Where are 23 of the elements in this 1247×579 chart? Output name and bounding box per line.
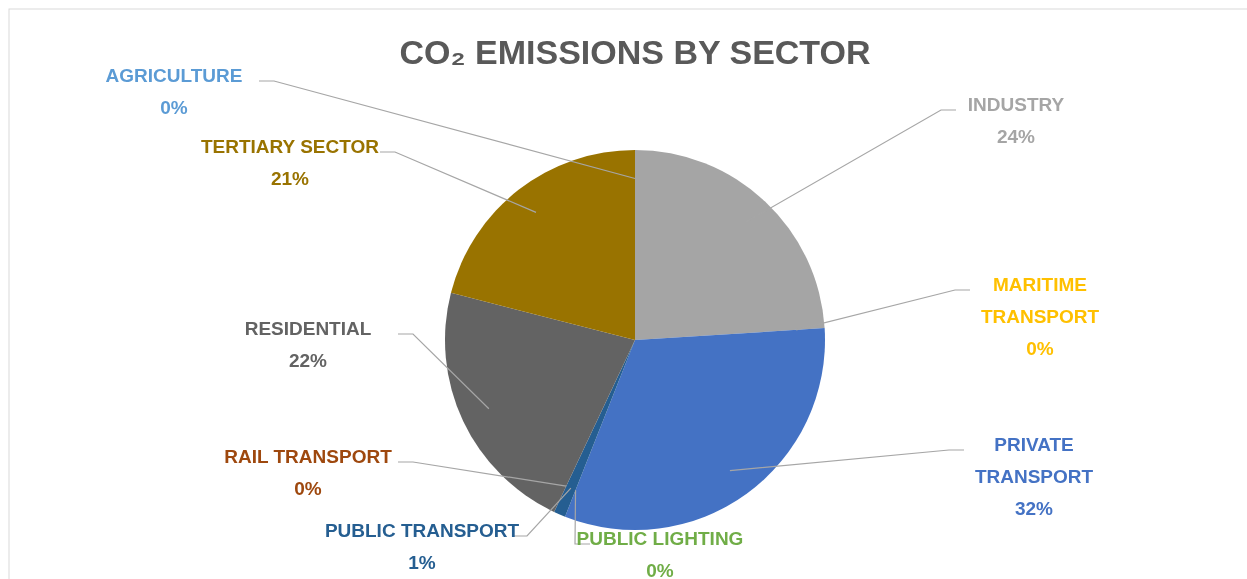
chart-title: CO₂ EMISSIONS BY SECTOR xyxy=(399,33,871,71)
slice-label: INDUSTRY xyxy=(967,93,1065,115)
slice-label: PUBLIC TRANSPORT xyxy=(324,519,520,541)
slice-label: PRIVATE TRANSPORT xyxy=(974,433,1094,487)
text: 0% xyxy=(294,477,322,499)
category-label: MARITIME TRANSPORT xyxy=(980,273,1100,327)
pie-slice xyxy=(450,150,635,340)
data-label: 21% xyxy=(270,167,310,189)
pie-slice xyxy=(554,340,635,517)
category-label: PUBLIC LIGHTING xyxy=(576,527,744,549)
data-label: 22% xyxy=(288,349,328,371)
pie-slice xyxy=(445,292,635,512)
category-label: AGRICULTURE xyxy=(105,64,243,86)
text: 0% xyxy=(646,559,674,579)
slice-label: TERTIARY SECTOR xyxy=(200,135,380,157)
text: 0% xyxy=(160,96,188,118)
data-label: 32% xyxy=(1014,497,1054,519)
category-label: RAIL TRANSPORT xyxy=(224,445,392,467)
text: 0% xyxy=(1026,337,1054,359)
data-label: 1% xyxy=(408,551,436,573)
pie-slice xyxy=(565,328,825,530)
slice-label: RESIDENTIAL xyxy=(244,317,372,339)
data-label: 24% xyxy=(996,125,1036,147)
